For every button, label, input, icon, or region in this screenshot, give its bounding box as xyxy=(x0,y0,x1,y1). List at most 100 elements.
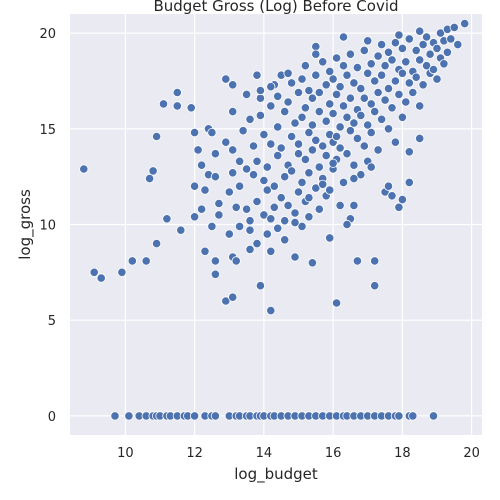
scatter-point xyxy=(252,156,262,166)
scatter-point xyxy=(224,229,234,239)
scatter-point xyxy=(401,57,411,67)
scatter-point xyxy=(252,239,262,249)
scatter-point xyxy=(290,208,300,218)
scatter-point xyxy=(373,51,383,61)
scatter-point xyxy=(152,131,162,142)
x-tick-label: 14 xyxy=(256,446,273,461)
scatter-point xyxy=(266,246,276,256)
scatter-point xyxy=(318,179,328,189)
scatter-point xyxy=(235,181,245,191)
x-tick-label: 16 xyxy=(325,446,342,461)
scatter-point xyxy=(314,107,324,117)
scatter-point xyxy=(255,93,265,103)
scatter-point xyxy=(415,55,425,65)
scatter-point xyxy=(387,191,397,201)
scatter-point xyxy=(325,99,335,109)
scatter-point xyxy=(293,149,304,159)
scatter-point xyxy=(245,225,255,235)
scatter-point xyxy=(148,166,158,176)
scatter-point xyxy=(376,70,387,80)
scatter-point xyxy=(366,162,376,172)
y-axis-label: log_gross xyxy=(16,189,35,260)
scatter-point xyxy=(404,177,414,187)
scatter-point xyxy=(460,19,470,29)
scatter-point xyxy=(318,141,328,151)
scatter-point xyxy=(273,223,283,233)
scatter-point xyxy=(390,76,400,86)
scatter-point xyxy=(418,39,428,50)
scatter-point xyxy=(356,170,366,180)
scatter-point xyxy=(235,221,245,231)
scatter-point xyxy=(252,196,262,207)
scatter-point xyxy=(321,116,331,126)
scatter-point xyxy=(394,30,404,40)
scatter-point xyxy=(210,269,220,279)
scatter-point xyxy=(245,244,255,254)
scatter-point xyxy=(228,107,238,117)
scatter-point xyxy=(186,103,196,113)
scatter-point xyxy=(387,103,397,113)
scatter-point xyxy=(439,59,449,69)
scatter-point xyxy=(383,47,394,57)
scatter-point xyxy=(363,120,373,130)
scatter-point xyxy=(311,70,321,80)
scatter-point xyxy=(432,43,442,54)
scatter-point xyxy=(314,204,324,214)
scatter-point xyxy=(338,177,349,187)
scatter-point xyxy=(446,34,456,44)
chart-title: Budget Gross (Log) Before Covid xyxy=(153,0,398,15)
scatter-point xyxy=(228,145,238,155)
scatter-point xyxy=(318,57,328,67)
scatter-point xyxy=(387,55,397,65)
scatter-point xyxy=(314,87,324,98)
scatter-point xyxy=(280,216,290,226)
scatter-point xyxy=(273,91,283,101)
x-tick-label: 12 xyxy=(186,446,203,461)
scatter-point xyxy=(342,149,352,159)
scatter-point xyxy=(286,78,297,88)
scatter-point xyxy=(370,107,380,117)
scatter-point xyxy=(349,174,359,184)
scatter-point xyxy=(370,256,380,266)
scatter-point xyxy=(293,139,304,149)
scatter-point xyxy=(397,68,407,78)
x-tick-label: 20 xyxy=(463,446,480,461)
scatter-point xyxy=(210,172,220,182)
scatter-point xyxy=(442,47,452,57)
x-axis-label: log_budget xyxy=(234,465,318,484)
scatter-point xyxy=(300,154,310,164)
scatter-point xyxy=(331,89,342,100)
y-tick-label: 10 xyxy=(39,219,56,234)
scatter-point xyxy=(210,256,220,266)
scatter-point xyxy=(228,292,238,302)
scatter-point xyxy=(408,411,418,421)
scatter-point xyxy=(210,149,220,159)
scatter-point xyxy=(297,177,307,187)
scatter-point xyxy=(96,273,106,283)
scatter-point xyxy=(221,137,231,147)
scatter-point xyxy=(338,101,349,111)
scatter-point xyxy=(127,256,137,266)
scatter-point xyxy=(359,45,369,56)
scatter-point xyxy=(349,160,359,170)
scatter-point xyxy=(269,202,279,212)
scatter-point xyxy=(383,84,394,94)
scatter-point xyxy=(411,45,421,56)
scatter-point xyxy=(221,74,231,84)
scatter-point xyxy=(432,74,442,84)
scatter-point xyxy=(411,72,421,82)
scatter-point xyxy=(235,156,245,166)
scatter-point xyxy=(224,187,234,197)
scatter-point xyxy=(245,114,255,124)
scatter-point xyxy=(345,93,355,103)
scatter-point xyxy=(297,112,307,122)
scatter-point xyxy=(335,200,345,210)
scatter-point xyxy=(342,219,352,230)
scatter-point xyxy=(304,212,314,222)
scatter-point xyxy=(349,200,359,210)
scatter-point xyxy=(273,151,283,161)
scatter-point xyxy=(207,221,217,231)
scatter-point xyxy=(338,61,349,71)
scatter-point xyxy=(248,170,259,180)
scatter-point xyxy=(404,34,414,44)
